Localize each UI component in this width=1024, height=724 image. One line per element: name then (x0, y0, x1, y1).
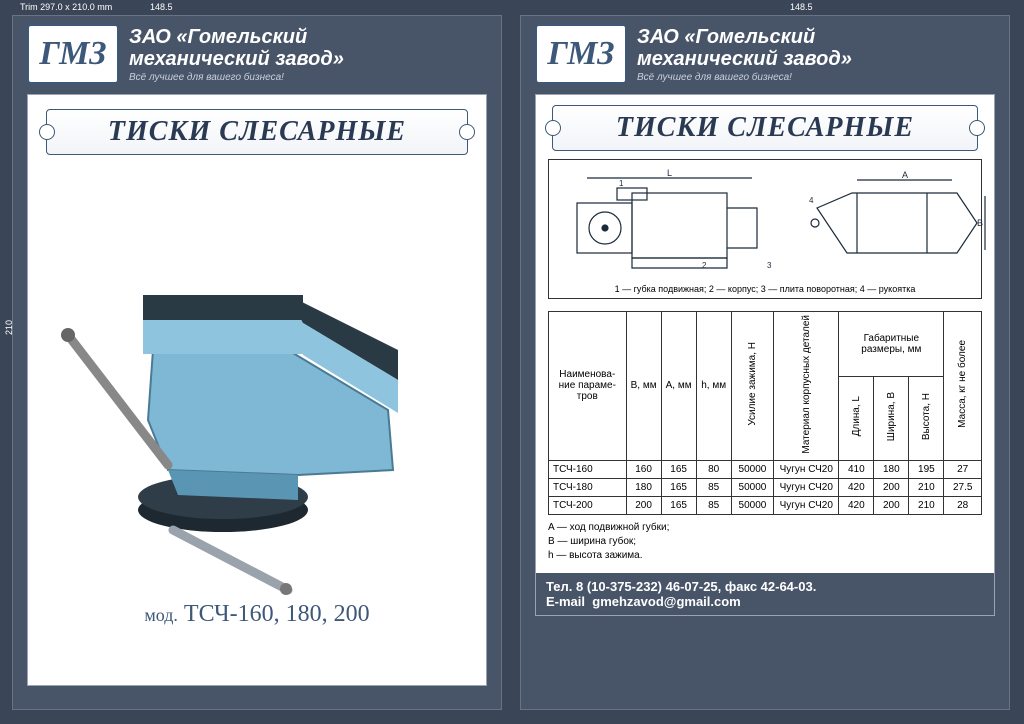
svg-text:A: A (902, 170, 908, 180)
page-left: ГМЗ ЗАО «Гомельский механический завод» … (12, 15, 502, 710)
th-dims-group: Габаритные размеры, мм (839, 312, 944, 377)
table-row: ТСЧ-180 180 165 85 50000 Чугун СЧ20 420 … (549, 478, 982, 496)
technical-drawing: L A B 3 2 1 4 1 — г (548, 159, 982, 299)
content-right: ТИСКИ СЛЕСАРНЫЕ L (535, 94, 995, 616)
svg-text:4: 4 (809, 196, 814, 205)
vise-illustration (28, 155, 486, 595)
svg-text:1: 1 (619, 179, 624, 188)
header-left: ГМЗ ЗАО «Гомельский механический завод» … (13, 16, 501, 88)
spec-tbody: ТСЧ-160 160 165 80 50000 Чугун СЧ20 410 … (549, 460, 982, 514)
company-name-r2: механический завод» (637, 48, 852, 70)
contact-email-line: E-mail gmehzavod@gmail.com (546, 594, 984, 609)
th-mass: Масса, кг не более (944, 312, 982, 461)
logo-right: ГМЗ (535, 24, 627, 84)
contact-bar: Тел. 8 (10-375-232) 46-07-25, факс 42-64… (536, 573, 994, 615)
drawing-icon: L A B 3 2 1 4 (557, 168, 987, 278)
contact-tel: Тел. 8 (10-375-232) 46-07-25, факс 42-64… (546, 579, 984, 594)
legend-B: B — ширина губок; (548, 535, 982, 549)
title-band-right: ТИСКИ СЛЕСАРНЫЕ (552, 105, 978, 151)
content-left: ТИСКИ СЛЕСАРНЫЕ (27, 94, 487, 686)
contact-email-label: E-mail (546, 594, 585, 609)
title-text-left: ТИСКИ СЛЕСАРНЫЕ (108, 116, 406, 147)
table-row: ТСЧ-200 200 165 85 50000 Чугун СЧ20 420 … (549, 496, 982, 514)
title-band-left: ТИСКИ СЛЕСАРНЫЕ (46, 109, 468, 155)
th-material: Материал корпусных деталей (774, 312, 839, 461)
company-tagline-r: Всё лучшее для вашего бизнеса! (637, 72, 852, 83)
trim-size-label: Trim 297.0 x 210.0 mm (20, 2, 112, 12)
trim-half-label-2: 148.5 (790, 2, 813, 12)
contact-email: gmehzavod@gmail.com (592, 594, 740, 609)
th-A: A, мм (661, 312, 696, 461)
vise-icon (58, 175, 458, 595)
logo-left: ГМЗ (27, 24, 119, 84)
title-text-right: ТИСКИ СЛЕСАРНЫЕ (616, 112, 914, 143)
legend-A: A — ход подвижной губки; (548, 521, 982, 535)
svg-text:L: L (667, 168, 672, 178)
model-prefix: мод. (144, 605, 178, 625)
th-W: Ширина, В (874, 376, 909, 460)
th-name: Наименова- ние параме- тров (549, 312, 627, 461)
company-tagline: Всё лучшее для вашего бизнеса! (129, 72, 344, 83)
th-H: Высота, Н (909, 376, 944, 460)
company-block-right: ЗАО «Гомельский механический завод» Всё … (637, 26, 852, 83)
spec-table: Наименова- ние параме- тров B, мм A, мм … (548, 311, 982, 515)
header-right: ГМЗ ЗАО «Гомельский механический завод» … (521, 16, 1009, 88)
company-name-1: ЗАО «Гомельский (129, 26, 344, 48)
th-L: Длина, L (839, 376, 874, 460)
th-force: Усилие зажима, Н (731, 312, 774, 461)
legend: A — ход подвижной губки; B — ширина губо… (548, 521, 982, 563)
th-h: h, мм (696, 312, 731, 461)
model-line: мод. ТСЧ-160, 180, 200 (28, 601, 486, 628)
drawing-caption: 1 — губка подвижная; 2 — корпус; 3 — пли… (557, 284, 973, 294)
company-block-left: ЗАО «Гомельский механический завод» Всё … (129, 26, 344, 83)
svg-text:2: 2 (702, 261, 707, 270)
trim-half-label-1: 148.5 (150, 2, 173, 12)
table-row: ТСЧ-160 160 165 80 50000 Чугун СЧ20 410 … (549, 460, 982, 478)
svg-text:3: 3 (767, 261, 772, 270)
svg-text:B: B (977, 218, 983, 228)
th-B: B, мм (626, 312, 661, 461)
company-name-r1: ЗАО «Гомельский (637, 26, 852, 48)
legend-h: h — высота зажима. (548, 549, 982, 563)
page-right: ГМЗ ЗАО «Гомельский механический завод» … (520, 15, 1010, 710)
model-text: ТСЧ-160, 180, 200 (184, 601, 370, 627)
company-name-2: механический завод» (129, 48, 344, 70)
